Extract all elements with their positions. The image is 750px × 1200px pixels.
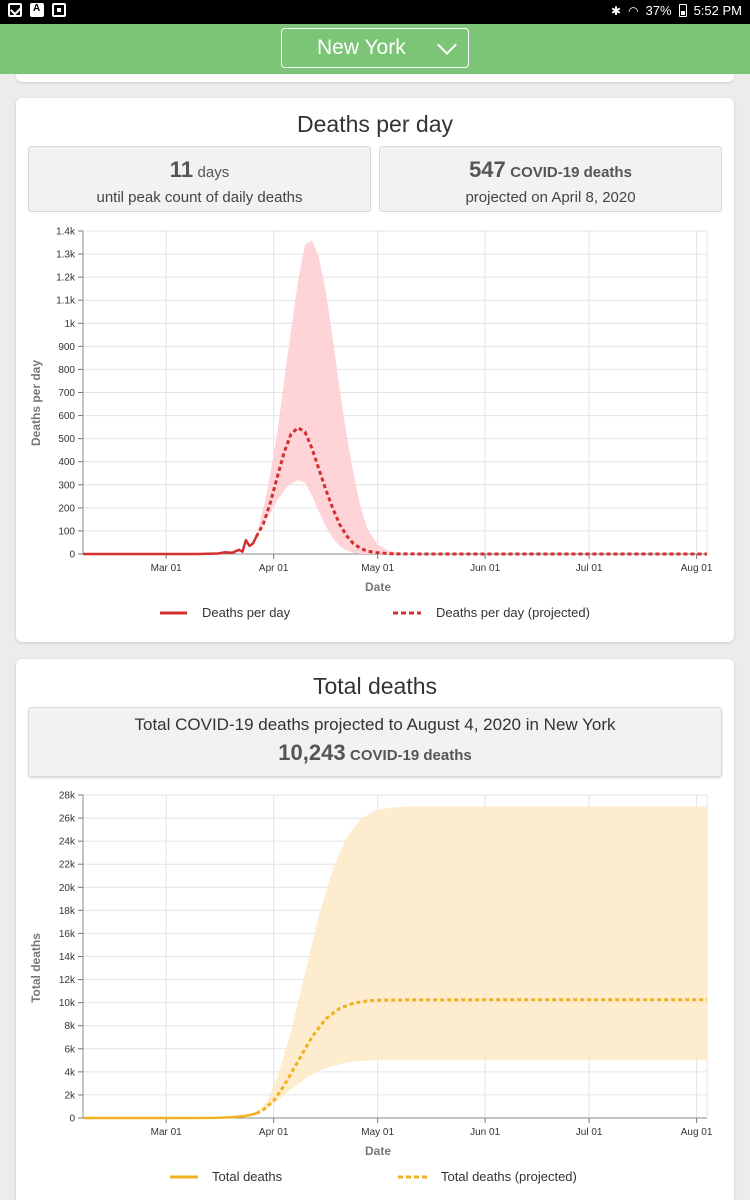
peak-days-box: 11 days until peak count of daily deaths <box>28 146 371 212</box>
chevron-down-icon <box>437 35 457 55</box>
gallery-icon <box>52 3 66 17</box>
legend: Deaths per day Deaths per day (projected… <box>160 605 590 620</box>
total-deaths-summary: Total COVID-19 deaths projected to Augus… <box>134 715 616 734</box>
y-tick-label: 8k <box>64 1021 76 1032</box>
x-tick-label: Jul 01 <box>576 563 603 574</box>
y-axis-title: Total deaths <box>29 933 43 1003</box>
y-tick-label: 1.1k <box>56 296 76 307</box>
y-tick-label: 10k <box>59 998 76 1009</box>
y-tick-label: 300 <box>58 480 75 491</box>
y-tick-label: 2k <box>64 1090 76 1101</box>
y-tick-label: 700 <box>58 388 75 399</box>
x-tick-label: Mar 01 <box>151 1127 183 1138</box>
total-deaths-chart: 0 2k 4k 6k 8k 10k 12k 14k 16k 18k 20k 22k 24k 26k 28k M… <box>29 791 713 1185</box>
y-tick-label: 1.2k <box>56 273 76 284</box>
x-tick-label: Mar 01 <box>151 563 183 574</box>
x-tick-label: Aug 01 <box>681 1127 713 1138</box>
y-tick-label: 800 <box>58 365 75 376</box>
wifi-icon: ◠ <box>628 3 639 18</box>
app-header: New York <box>0 24 750 74</box>
y-tick-label: 1k <box>64 319 76 330</box>
status-right: ✱ ◠ 37% 5:52 PM <box>611 3 742 18</box>
x-tick-label: Jul 01 <box>576 1127 603 1138</box>
x-tick-label: Apr 01 <box>259 563 289 574</box>
y-tick-label: 14k <box>59 952 76 963</box>
x-tick-label: Jun 01 <box>470 563 500 574</box>
peak-deaths-value: 547 <box>469 157 506 182</box>
deaths-per-day-chart: 0 100 200 300 400 500 600 700 800 900 1k 1.1k 1.2k 1.… <box>29 227 713 621</box>
peak-days-value: 11 <box>169 157 194 182</box>
peak-deaths-unit: COVID-19 deaths <box>510 164 632 181</box>
legend: Total deaths Total deaths (projected) <box>170 1169 577 1184</box>
previous-card-edge <box>16 74 734 82</box>
y-axis-title: Deaths per day <box>29 360 43 446</box>
x-axis-title: Date <box>365 580 391 594</box>
deaths-per-day-title: Deaths per day <box>297 111 453 137</box>
x-tick-label: Apr 01 <box>259 1127 289 1138</box>
clock: 5:52 PM <box>693 3 742 18</box>
y-tick-label: 1.3k <box>56 250 76 261</box>
uncertainty-band <box>256 806 707 1114</box>
y-tick-label: 6k <box>64 1044 76 1055</box>
y-tick-label: 20k <box>59 883 76 894</box>
total-deaths-unit: COVID-19 deaths <box>350 747 472 764</box>
peak-deaths-caption: projected on April 8, 2020 <box>465 189 636 206</box>
y-tick-label: 600 <box>58 411 75 422</box>
x-tick-label: May 01 <box>361 563 394 574</box>
peak-days-unit: days <box>197 164 230 181</box>
state-dropdown[interactable]: New York <box>281 28 469 68</box>
battery-icon <box>678 4 687 17</box>
series-line-projected <box>254 426 707 556</box>
y-tick-label: 100 <box>58 526 75 537</box>
state-dropdown-value: New York <box>317 36 406 59</box>
total-deaths-title: Total deaths <box>312 673 438 699</box>
y-tick-label: 22k <box>59 860 76 871</box>
series-line-actual <box>83 536 258 556</box>
x-axis-title: Date <box>365 1144 391 1158</box>
y-tick-label: 28k <box>59 791 76 802</box>
bluetooth-icon: ✱ <box>611 3 622 18</box>
legend-label-actual[interactable]: Deaths per day <box>202 605 291 620</box>
uncertainty-band <box>256 240 707 554</box>
y-tick-label: 24k <box>59 837 76 848</box>
deaths-per-day-card: Deaths per day 11 days until peak count … <box>16 98 734 642</box>
y-tick-label: 900 <box>58 342 75 353</box>
total-deaths-box: Total COVID-19 deaths projected to Augus… <box>28 707 722 777</box>
y-tick-label: 400 <box>58 457 75 468</box>
y-tick-label: 1.4k <box>56 227 76 238</box>
series-line-projected <box>255 998 707 1115</box>
x-tick-label: May 01 <box>361 1127 394 1138</box>
app-icon <box>30 3 44 17</box>
mail-icon <box>8 3 22 17</box>
total-deaths-card: Total deaths Total COVID-19 deaths proje… <box>16 659 734 1200</box>
y-tick-label: 4k <box>64 1067 76 1078</box>
total-deaths-value: 10,243 <box>278 740 346 765</box>
y-tick-label: 18k <box>59 906 76 917</box>
y-tick-label: 16k <box>59 929 76 940</box>
peak-deaths-box: 547 COVID-19 deaths projected on April 8… <box>379 146 722 212</box>
legend-label-projected[interactable]: Total deaths (projected) <box>441 1169 577 1184</box>
x-tick-label: Jun 01 <box>470 1127 500 1138</box>
x-tick-label: Aug 01 <box>681 563 713 574</box>
y-tick-label: 200 <box>58 503 75 514</box>
series-line-actual <box>83 1112 257 1120</box>
battery-percent: 37% <box>645 3 672 18</box>
y-tick-label: 12k <box>59 975 76 986</box>
legend-label-actual[interactable]: Total deaths <box>212 1169 283 1184</box>
legend-label-projected[interactable]: Deaths per day (projected) <box>436 605 590 620</box>
y-tick-label: 0 <box>69 550 75 561</box>
status-bar: ✱ ◠ 37% 5:52 PM <box>0 0 750 24</box>
y-tick-label: 26k <box>59 814 76 825</box>
status-left-icons <box>8 3 66 17</box>
y-tick-label: 500 <box>58 434 75 445</box>
peak-days-caption: until peak count of daily deaths <box>96 189 303 206</box>
y-tick-label: 0 <box>69 1114 75 1125</box>
